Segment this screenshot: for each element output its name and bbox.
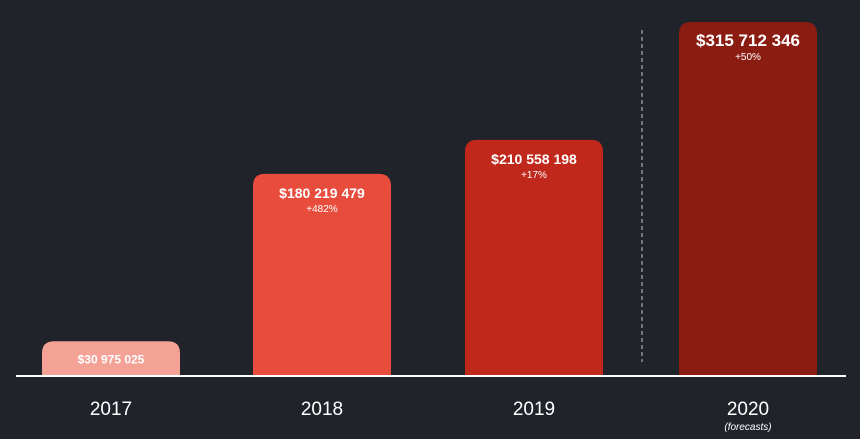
bar-2019 [465, 139, 603, 376]
bars-group [42, 22, 817, 376]
bar-2017 [42, 341, 180, 376]
bar-2020 [679, 22, 817, 376]
x-tick-note-2020: (forecasts) [724, 422, 771, 433]
bar-2018 [253, 173, 391, 376]
bar-value-label-2017: $30 975 025 [78, 352, 145, 366]
bar-value-label-2018: $180 219 479 [279, 185, 365, 201]
bar-value-label-2020: $315 712 346 [696, 31, 800, 50]
x-tick-label-2018: 2018 [301, 399, 343, 420]
bar-growth-label-2020: +50% [735, 52, 761, 63]
bar-growth-label-2019: +17% [521, 170, 547, 181]
x-tick-label-2017: 2017 [90, 399, 132, 420]
x-tick-label-2019: 2019 [513, 399, 555, 420]
bar-growth-label-2018: +482% [306, 204, 338, 215]
bar-value-label-2019: $210 558 198 [491, 151, 577, 167]
x-tick-label-2020: 2020 [727, 399, 769, 420]
labels-group: $30 975 025 2017 $180 219 479 +482% 2018 $210… [78, 31, 800, 433]
